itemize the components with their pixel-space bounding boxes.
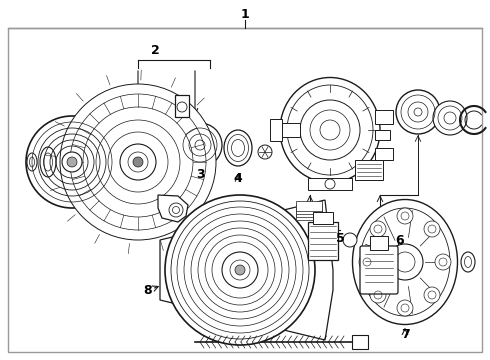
- Ellipse shape: [280, 77, 380, 183]
- Circle shape: [397, 300, 413, 316]
- Circle shape: [435, 254, 451, 270]
- Circle shape: [67, 157, 77, 167]
- Circle shape: [325, 179, 335, 189]
- Bar: [270, 119, 282, 141]
- Circle shape: [370, 287, 386, 303]
- Bar: [370, 236, 388, 250]
- Circle shape: [424, 287, 440, 303]
- Ellipse shape: [40, 147, 56, 177]
- Circle shape: [169, 203, 183, 217]
- Circle shape: [359, 254, 375, 270]
- Circle shape: [60, 84, 216, 240]
- Circle shape: [397, 208, 413, 224]
- Text: 1: 1: [241, 8, 249, 21]
- Text: 2: 2: [150, 44, 159, 57]
- Bar: [308, 178, 352, 190]
- Circle shape: [120, 144, 156, 180]
- Bar: [296, 201, 322, 211]
- Circle shape: [62, 152, 82, 172]
- Bar: [352, 335, 368, 349]
- Circle shape: [26, 116, 118, 208]
- Text: 3: 3: [196, 167, 204, 180]
- Circle shape: [387, 244, 423, 280]
- Text: 4: 4: [234, 171, 243, 185]
- Circle shape: [133, 157, 143, 167]
- Bar: [278, 123, 300, 137]
- Text: 6: 6: [396, 234, 404, 247]
- Circle shape: [178, 123, 222, 167]
- Bar: [375, 130, 390, 140]
- Circle shape: [177, 102, 187, 112]
- Text: 5: 5: [336, 231, 344, 244]
- Polygon shape: [82, 100, 185, 216]
- FancyBboxPatch shape: [360, 246, 398, 294]
- Circle shape: [235, 265, 245, 275]
- Ellipse shape: [224, 130, 252, 166]
- Bar: [375, 148, 393, 160]
- Circle shape: [370, 221, 386, 237]
- Bar: [296, 204, 322, 214]
- Polygon shape: [160, 200, 333, 340]
- Bar: [175, 95, 189, 117]
- Bar: [308, 222, 338, 260]
- Circle shape: [258, 145, 272, 159]
- Bar: [313, 212, 333, 224]
- Ellipse shape: [461, 252, 475, 272]
- Bar: [355, 160, 383, 180]
- Ellipse shape: [352, 199, 458, 324]
- Bar: [296, 207, 322, 217]
- Circle shape: [343, 233, 357, 247]
- Bar: [296, 210, 322, 220]
- Text: 7: 7: [401, 328, 409, 341]
- Ellipse shape: [27, 153, 37, 171]
- Text: 8: 8: [144, 284, 152, 297]
- Circle shape: [165, 195, 315, 345]
- Circle shape: [396, 90, 440, 134]
- Circle shape: [424, 221, 440, 237]
- Polygon shape: [158, 195, 188, 222]
- Circle shape: [222, 252, 258, 288]
- Circle shape: [433, 101, 467, 135]
- Bar: [375, 110, 393, 124]
